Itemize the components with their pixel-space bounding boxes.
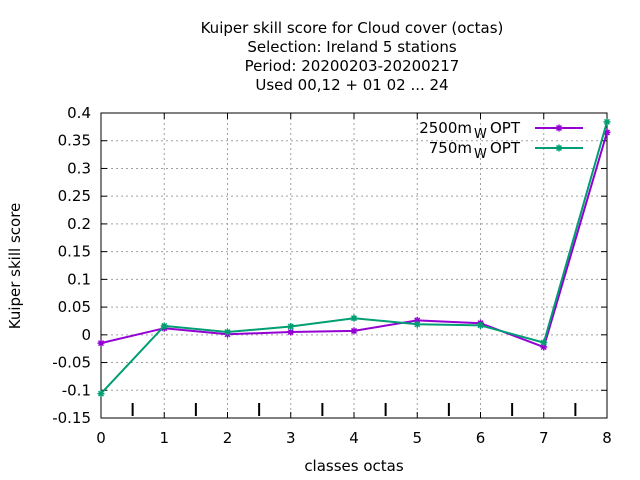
x-tick-label: 5 [412,429,422,447]
data-point [477,321,484,329]
y-tick-label: -0.15 [52,409,91,427]
data-point [413,316,421,324]
x-tick-label: 8 [602,429,612,447]
title-line-3: Period: 20200203-20200217 [245,57,460,75]
chart-title: Kuiper skill score for Cloud cover (octa… [201,19,504,94]
x-tick-label: 2 [223,429,233,447]
y-axis-label: Kuiper skill score [6,203,24,330]
y-tick-label: 0.25 [58,187,91,205]
legend-label-name: 750m [429,139,472,157]
y-tick-label: 0.2 [67,215,91,233]
y-axis: 0.4 0.35 0.3 0.25 0.2 0.15 0.1 0.05 0 -0.05 -0.1 -0… [52,104,607,427]
data-point [413,320,421,328]
data-point [540,339,548,347]
title-line-4: Used 00,12 + 01 02 ... 24 [255,76,448,94]
y-tick-label: 0 [81,326,91,344]
x-tick-label: 4 [349,429,359,447]
x-tick-label: 1 [159,429,169,447]
y-tick-label: 0.05 [58,298,91,316]
data-point [350,314,358,322]
y-tick-label: 0.4 [67,104,91,122]
data-point [97,390,105,398]
data-point [287,328,295,336]
y-tick-label: -0.1 [62,381,91,399]
data-point [287,323,295,330]
title-line-1: Kuiper skill score for Cloud cover (octa… [201,19,504,37]
series-group [97,118,611,398]
grid [101,113,607,418]
legend: 2500m W OPT 750m W OPT [419,119,583,162]
x-tick-label: 0 [96,429,106,447]
legend-label-sub: W [474,127,487,142]
data-point [603,118,611,126]
legend-label-suffix: OPT [490,119,521,137]
data-point [540,343,548,351]
extra-ticks [131,403,577,416]
legend-label-sub: W [474,147,487,162]
x-tick-label: 7 [539,429,549,447]
series-line-1 [100,121,608,395]
x-axis-label: classes octas [304,457,404,475]
x-tick-label: 3 [286,429,296,447]
y-tick-label: 0.15 [58,243,91,261]
data-point [224,328,231,336]
legend-label-name: 2500m [419,119,472,137]
data-point [603,128,611,136]
data-point [350,327,358,335]
data-point [160,322,168,330]
y-tick-label: -0.05 [52,354,91,372]
y-tick-label: 0.1 [67,270,91,288]
y-tick-label: 0.35 [58,132,91,150]
y-tick-label: 0.3 [67,159,91,177]
x-axis: 0 1 2 3 4 5 6 7 8 [96,113,612,447]
legend-swatch-marker [555,124,563,132]
legend-swatch-marker [555,144,563,152]
data-point [97,339,105,347]
title-line-2: Selection: Ireland 5 stations [247,38,457,56]
legend-label-suffix: OPT [490,139,521,157]
x-tick-label: 6 [476,429,486,447]
